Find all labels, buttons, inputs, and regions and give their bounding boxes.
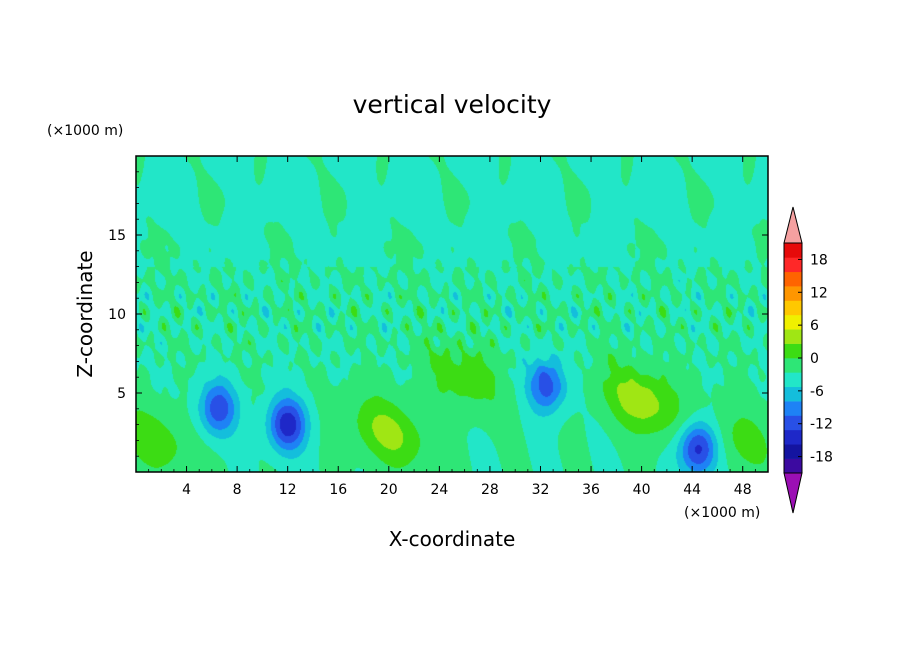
y-axis: 5 10 15 — [108, 171, 768, 457]
y-tick-label: 5 — [117, 386, 126, 402]
y-axis-label: Z-coordinate — [73, 250, 97, 377]
colorbar-bin — [784, 429, 802, 445]
colorbar-bin — [784, 286, 802, 301]
x-tick-label: 48 — [734, 482, 752, 498]
colorbar-tick-label: 6 — [810, 318, 819, 334]
colorbar-bin — [784, 329, 802, 344]
y-tick-label: 10 — [108, 307, 126, 323]
colorbar-bin — [784, 358, 802, 373]
x-tick-label: 20 — [380, 482, 398, 498]
colorbar-bin — [784, 314, 802, 330]
x-tick-label: 40 — [633, 482, 651, 498]
y-tick-label: 15 — [108, 228, 126, 244]
colorbar: 18 12 6 0 -6 -12 -18 — [783, 206, 833, 514]
x-tick-label: 16 — [329, 482, 347, 498]
colorbar-bin — [784, 300, 802, 316]
x-tick-label: 4 — [182, 482, 191, 498]
colorbar-tick-label: 12 — [810, 285, 828, 301]
colorbar-tick-label: -6 — [810, 384, 824, 400]
colorbar-bin — [784, 401, 802, 416]
colorbar-bin — [784, 343, 802, 359]
colorbar-bin — [784, 386, 802, 402]
x-tick-label: 12 — [279, 482, 297, 498]
x-tick-label: 24 — [430, 482, 448, 498]
colorbar-bin — [784, 372, 802, 388]
colorbar-bin — [784, 271, 802, 287]
colorbar-tick-label: 0 — [810, 351, 819, 367]
colorbar-bin — [784, 415, 802, 431]
colorbar-bin — [784, 444, 802, 459]
plot-area — [135, 155, 769, 473]
x-tick-label: 8 — [233, 482, 242, 498]
x-axis-units: (×1000 m) — [684, 505, 760, 521]
chart-title: vertical velocity — [353, 90, 552, 119]
y-axis-units: (×1000 m) — [47, 123, 123, 139]
velocity-field — [136, 156, 768, 472]
colorbar-bin — [784, 243, 802, 258]
x-tick-label: 28 — [481, 482, 499, 498]
colorbar-over-triangle — [783, 206, 803, 244]
x-axis-label: X-coordinate — [389, 527, 516, 551]
colorbar-tick-label: 18 — [810, 252, 828, 268]
colorbar-bin — [784, 458, 802, 474]
x-tick-label: 32 — [532, 482, 550, 498]
colorbar-under-triangle — [783, 472, 803, 514]
x-tick-label: 36 — [582, 482, 600, 498]
x-axis: 4 8 12 16 20 24 28 32 36 40 44 48 — [148, 156, 756, 498]
colorbar-tick-label: -12 — [810, 417, 833, 433]
x-tick-label: 44 — [683, 482, 701, 498]
colorbar-bin — [784, 257, 802, 273]
colorbar-tick-label: -18 — [810, 450, 833, 466]
